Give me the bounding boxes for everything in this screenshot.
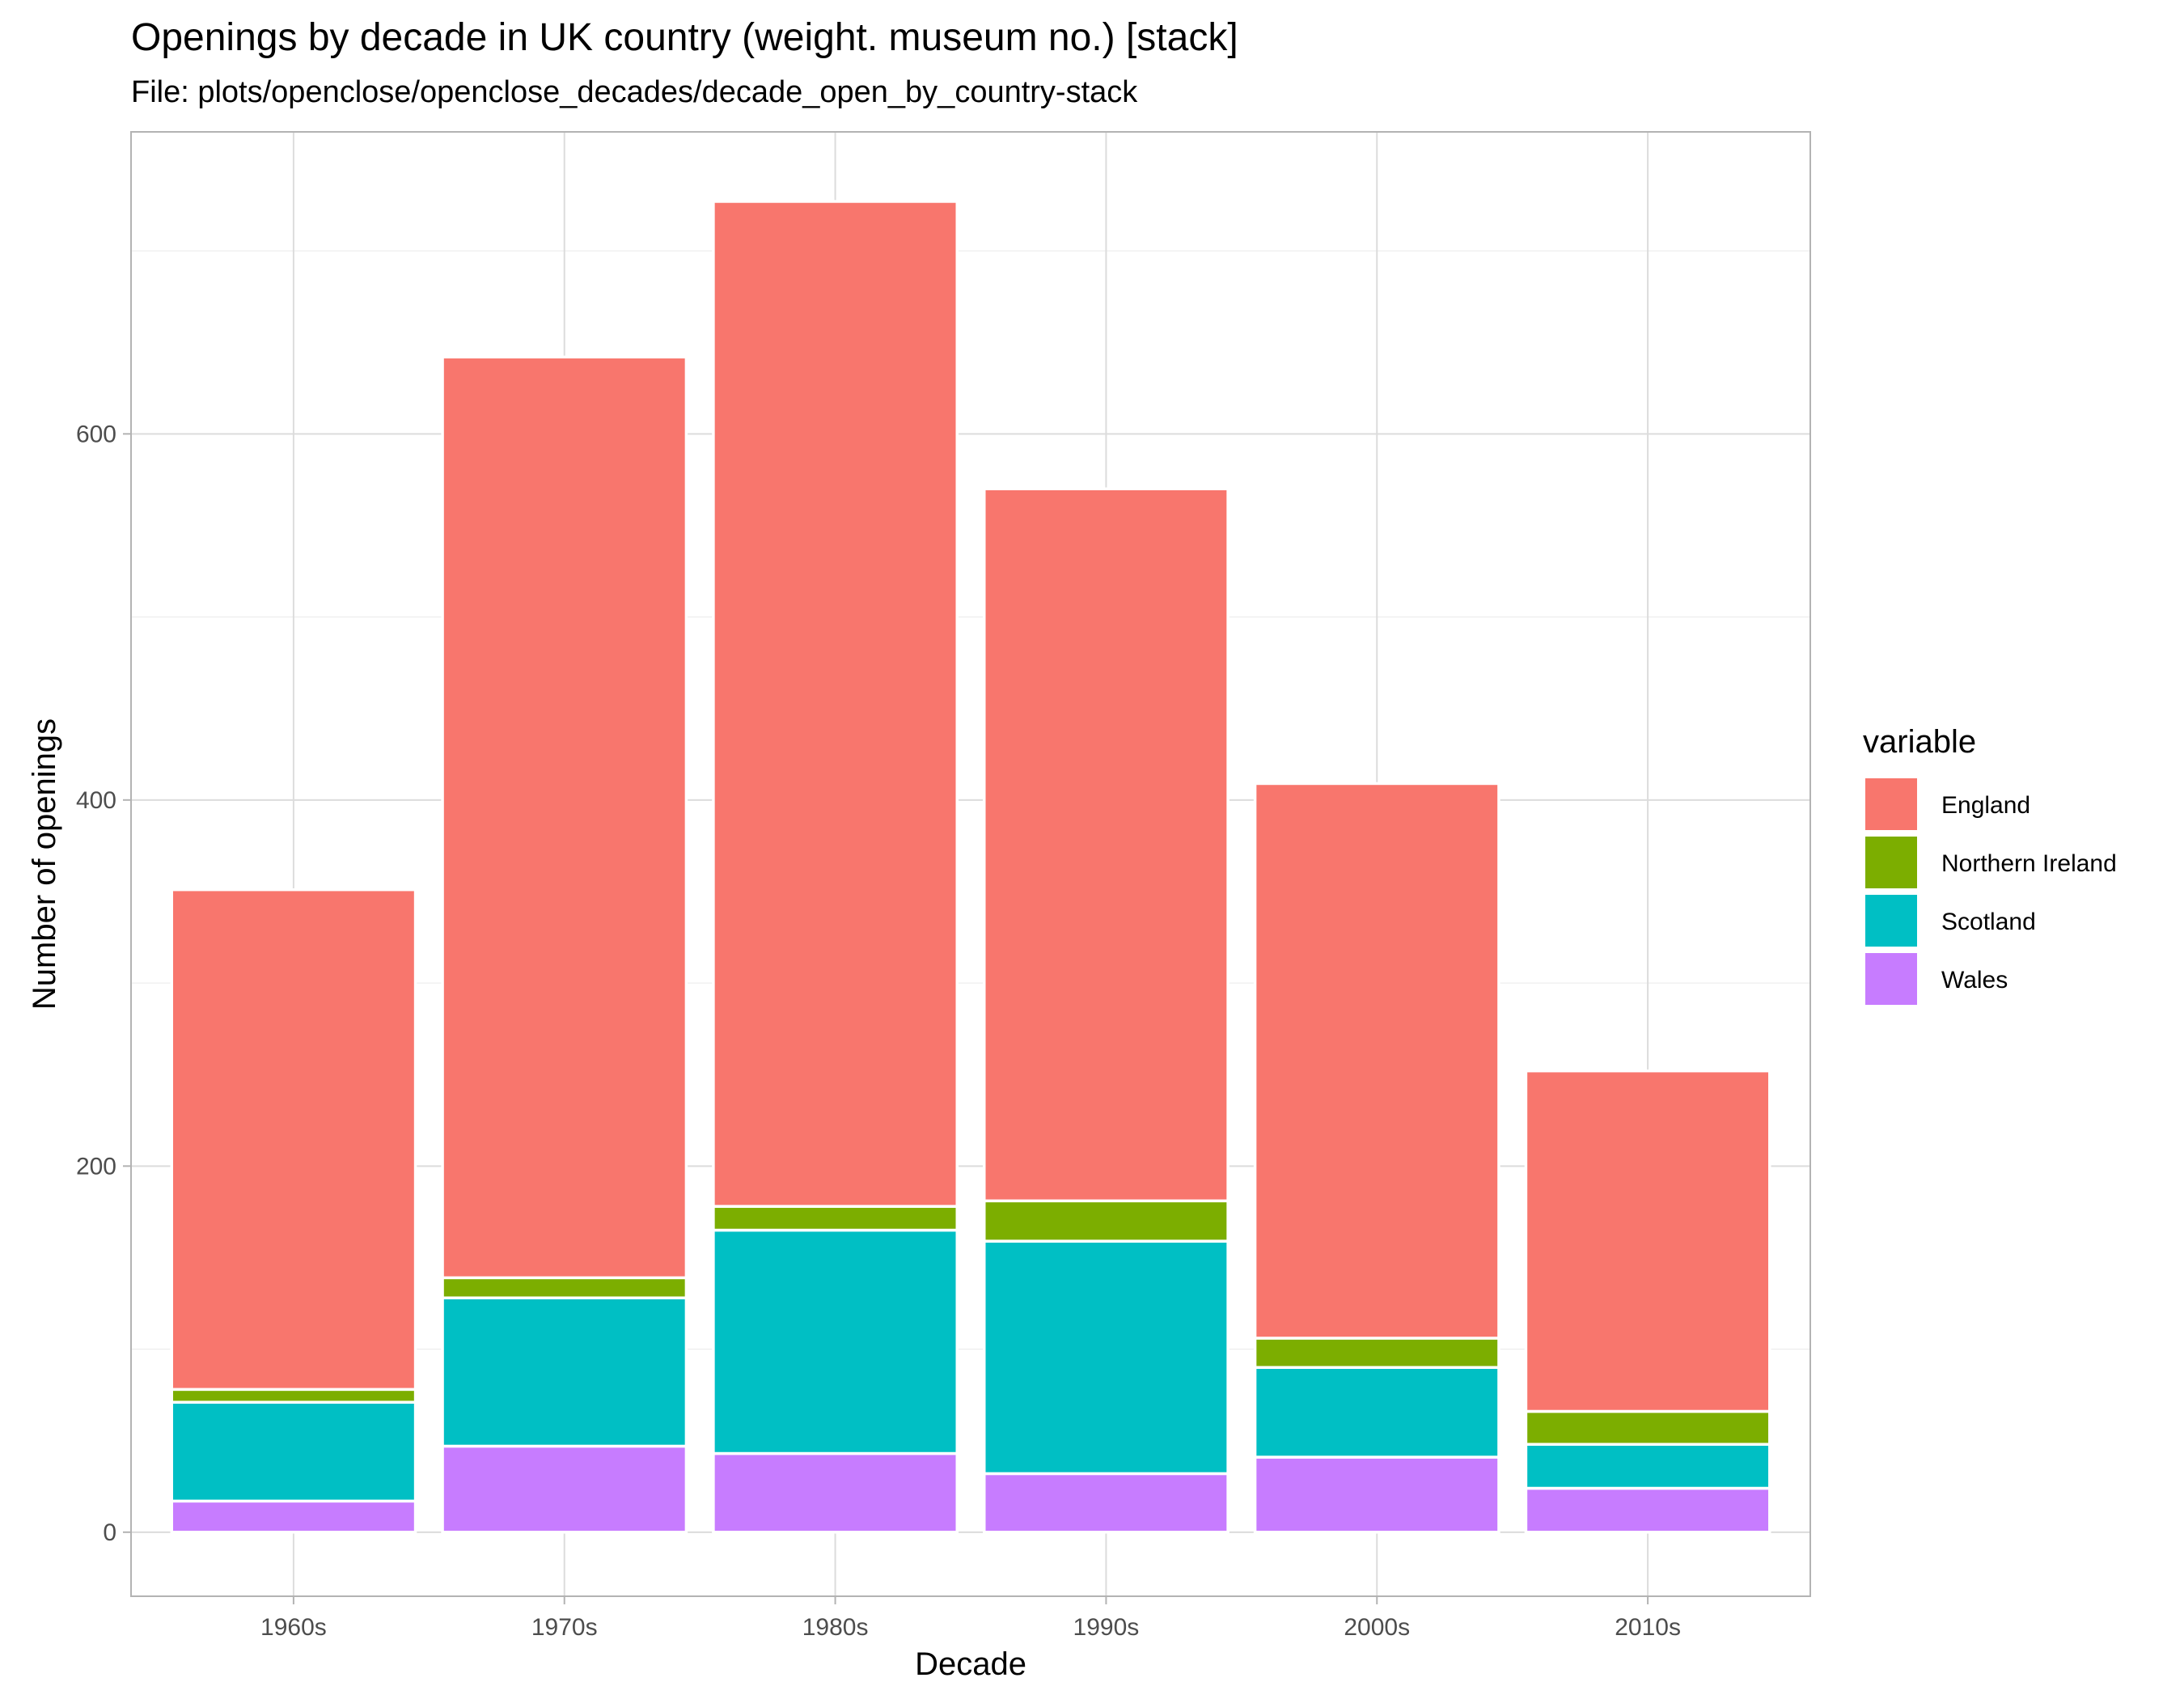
x-tick-label: 2010s bbox=[1615, 1614, 1681, 1641]
bar-northern-ireland-1960s bbox=[170, 1388, 417, 1404]
bar-scotland-1980s bbox=[712, 1228, 959, 1455]
plot-panel bbox=[130, 131, 1811, 1597]
y-axis-title: Number of openings bbox=[27, 718, 62, 1010]
legend-title: variable bbox=[1863, 724, 1976, 760]
bar-england-1990s bbox=[982, 487, 1230, 1203]
y-tick-label: 0 bbox=[103, 1519, 116, 1546]
bar-wales-1980s bbox=[712, 1451, 959, 1534]
bar-scotland-1990s bbox=[982, 1239, 1230, 1476]
legend-label: Scotland bbox=[1941, 909, 2036, 935]
x-axis-title: Decade bbox=[915, 1646, 1026, 1682]
bar-wales-1960s bbox=[170, 1499, 417, 1534]
y-tick-label: 400 bbox=[76, 787, 116, 814]
x-tick-label: 2000s bbox=[1344, 1614, 1410, 1641]
bar-scotland-1960s bbox=[170, 1400, 417, 1503]
y-tick-label: 600 bbox=[76, 421, 116, 447]
legend-key-scotland bbox=[1865, 895, 1917, 947]
bar-england-2010s bbox=[1524, 1069, 1771, 1413]
bars bbox=[170, 200, 1771, 1534]
x-tick-label: 1960s bbox=[260, 1614, 327, 1641]
x-tick-label: 1990s bbox=[1073, 1614, 1140, 1641]
bar-northern-ireland-1970s bbox=[441, 1276, 688, 1299]
bar-scotland-2000s bbox=[1253, 1366, 1500, 1459]
legend-key-northern-ireland bbox=[1865, 837, 1917, 888]
chart-subtitle: File: plots/openclose/openclose_decades/… bbox=[131, 75, 1138, 109]
y-tick-label: 200 bbox=[76, 1153, 116, 1180]
legend-label: England bbox=[1941, 792, 2030, 819]
bar-england-1960s bbox=[170, 888, 417, 1392]
y-axis: 0 200 400 600 bbox=[76, 421, 131, 1546]
bar-wales-1990s bbox=[982, 1472, 1230, 1534]
x-axis: 1960s 1970s 1980s 1990s 2000s 2010s bbox=[260, 1596, 1681, 1641]
bar-wales-2000s bbox=[1253, 1455, 1500, 1534]
bar-wales-2010s bbox=[1524, 1486, 1771, 1534]
bar-england-1980s bbox=[712, 200, 959, 1208]
legend-label: Wales bbox=[1941, 967, 2008, 994]
legend-key-england bbox=[1865, 778, 1917, 830]
x-tick-label: 1970s bbox=[531, 1614, 598, 1641]
legend-key-wales bbox=[1865, 953, 1917, 1005]
panel-border bbox=[130, 131, 1811, 1597]
bar-england-2000s bbox=[1253, 782, 1500, 1340]
bar-england-1970s bbox=[441, 355, 688, 1280]
bar-scotland-1970s bbox=[441, 1296, 688, 1448]
bar-northern-ireland-2000s bbox=[1253, 1337, 1500, 1369]
legend-label: Northern Ireland bbox=[1941, 850, 2117, 877]
legend: variable England Northern Ireland Scotland… bbox=[1863, 724, 2117, 1005]
bar-northern-ireland-1980s bbox=[712, 1205, 959, 1232]
x-tick-label: 1980s bbox=[802, 1614, 869, 1641]
bar-northern-ireland-2010s bbox=[1524, 1409, 1771, 1446]
chart-title: Openings by decade in UK country (weight… bbox=[131, 16, 1238, 59]
bar-scotland-2010s bbox=[1524, 1443, 1771, 1490]
bar-wales-1970s bbox=[441, 1444, 688, 1534]
bar-northern-ireland-1990s bbox=[982, 1199, 1230, 1243]
